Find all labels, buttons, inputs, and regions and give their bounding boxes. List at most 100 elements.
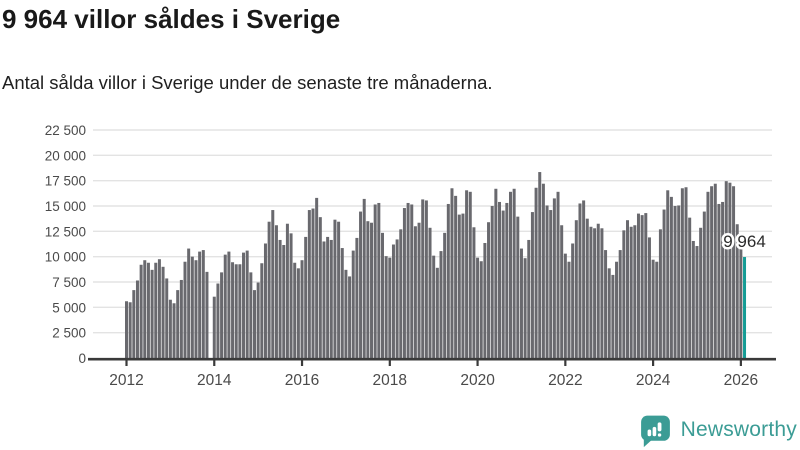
bar [669, 196, 673, 358]
bar [651, 259, 655, 358]
bar [351, 250, 355, 358]
bar [212, 296, 216, 358]
bar [318, 217, 322, 358]
bar [362, 198, 366, 358]
bar [157, 259, 161, 358]
bar [498, 201, 502, 358]
bar [245, 250, 249, 358]
bar [311, 208, 315, 358]
bar [307, 210, 311, 358]
x-axis-tick-label: 2018 [373, 372, 407, 389]
y-axis-tick-label: 12 500 [45, 224, 86, 239]
bar [146, 262, 150, 358]
y-axis-tick-label: 10 000 [45, 250, 86, 265]
bar [680, 188, 684, 358]
bar [560, 225, 564, 358]
bar [424, 200, 428, 358]
bar [128, 302, 132, 358]
bar [677, 205, 681, 358]
bar [256, 282, 260, 358]
bar [691, 240, 695, 358]
bar [640, 215, 644, 358]
bar [636, 213, 640, 358]
newsworthy-logo-icon [640, 415, 670, 448]
bar [589, 226, 593, 358]
bar [476, 257, 480, 358]
bar [501, 210, 505, 358]
bar [132, 290, 136, 358]
bar [154, 262, 158, 358]
bar [666, 190, 670, 358]
bar [735, 224, 739, 358]
y-axis-tick-label: 22 500 [45, 123, 86, 138]
bar [227, 251, 231, 358]
bar [391, 244, 395, 358]
bar [278, 239, 282, 358]
bar [629, 226, 633, 358]
bar [289, 233, 293, 358]
y-axis-tick-label: 0 [78, 351, 86, 366]
bar [710, 186, 714, 358]
bar [439, 251, 443, 358]
bar [611, 274, 615, 358]
newsworthy-logo: Newsworthy [637, 412, 797, 448]
bar [530, 212, 534, 358]
bar [465, 190, 469, 358]
bar [417, 222, 421, 358]
bar [395, 239, 399, 358]
bar [271, 210, 275, 358]
bar [626, 220, 630, 358]
bar [432, 255, 436, 358]
bar [494, 188, 498, 358]
bar [399, 229, 403, 358]
bar [472, 227, 476, 358]
bar [183, 261, 187, 358]
bar [567, 261, 571, 358]
bar [172, 303, 176, 358]
bar [337, 221, 341, 358]
bar [304, 236, 308, 358]
bar [534, 187, 538, 358]
bar [706, 191, 710, 358]
bar [135, 280, 139, 358]
bar [578, 203, 582, 358]
bar [596, 223, 600, 358]
bar [260, 263, 264, 358]
bar [139, 264, 143, 358]
bar [446, 203, 450, 358]
highlighted-bar [743, 257, 747, 358]
x-axis-tick-label: 2016 [285, 372, 319, 389]
y-axis-tick-label: 20 000 [45, 148, 86, 163]
bar [519, 248, 523, 358]
bar [487, 222, 491, 358]
bar [168, 299, 172, 358]
bar [373, 204, 377, 358]
bar [194, 260, 198, 358]
bar [607, 268, 611, 358]
y-axis-tick-label: 5 000 [52, 300, 86, 315]
bar [468, 191, 472, 358]
bar [355, 237, 359, 358]
bar [285, 223, 289, 358]
bar [523, 258, 527, 358]
bar [688, 217, 692, 358]
bar [190, 256, 194, 358]
bar [380, 232, 384, 358]
bar [541, 183, 545, 358]
bar [633, 225, 637, 358]
bar [724, 181, 728, 358]
bar [574, 220, 578, 358]
bar [179, 279, 183, 358]
bar [238, 264, 242, 358]
bar [150, 269, 154, 358]
bar [490, 206, 494, 358]
y-axis-tick-label: 17 500 [45, 174, 86, 189]
bar [161, 266, 165, 358]
bar [728, 182, 732, 358]
y-axis-tick-label: 7 500 [52, 275, 86, 290]
bar [366, 221, 370, 358]
bar [340, 248, 344, 358]
bar [377, 202, 381, 358]
